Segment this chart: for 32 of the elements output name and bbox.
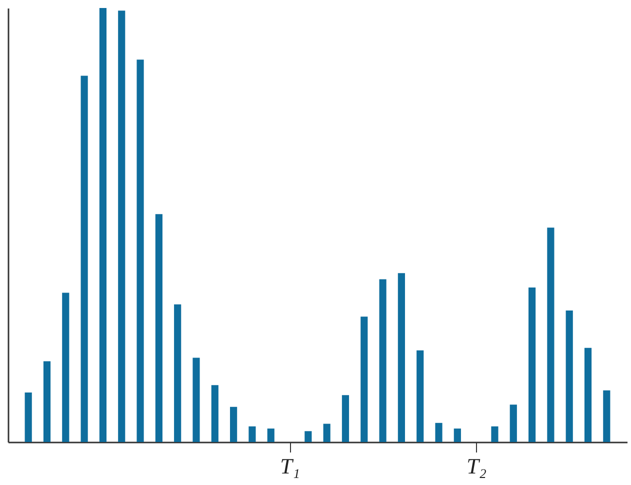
bar [118,10,126,442]
bar [136,60,144,442]
bar [454,428,461,442]
bar [192,358,200,442]
bar [435,422,442,442]
bar [323,424,330,442]
bar [528,287,536,442]
bar [155,214,162,442]
bar [174,304,182,442]
bar [43,361,51,442]
bar [491,426,498,442]
bar [211,385,218,442]
bar [230,406,238,442]
bar [566,310,573,442]
bar [360,316,368,442]
bar [398,273,405,442]
bar [24,392,32,442]
bar [267,428,274,442]
bar [80,76,88,442]
bar [510,404,517,442]
bar [416,350,424,442]
bar [99,8,107,442]
bar [248,426,256,442]
bar [379,279,386,442]
bar [547,228,554,442]
bar [342,395,350,442]
x-tick-label: T₂ [466,454,487,478]
bar [62,292,70,442]
bar [603,390,610,442]
bar [304,431,312,442]
x-tick-label: T₁ [280,454,300,478]
bar [584,348,592,442]
